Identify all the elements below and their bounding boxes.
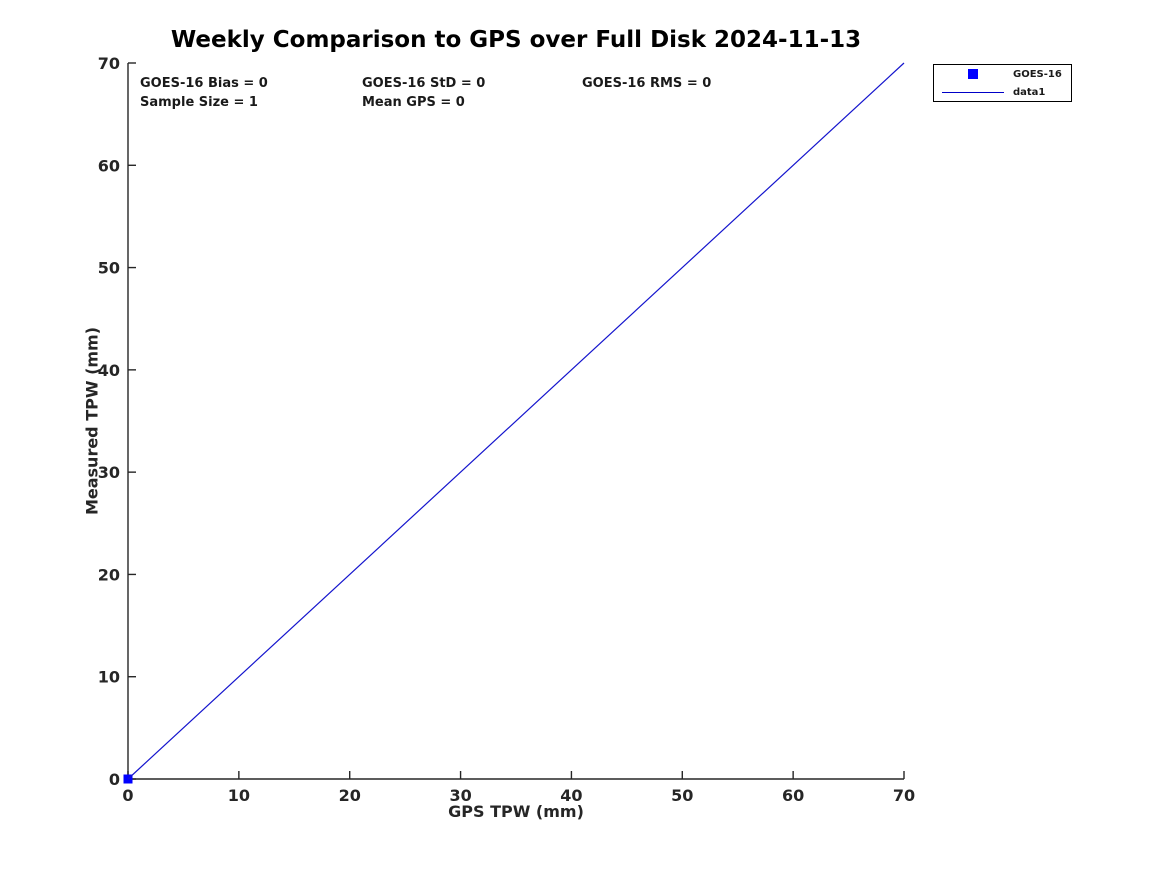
annotation-mean-gps: Mean GPS = 0 [362,95,465,110]
svg-text:40: 40 [560,786,582,805]
svg-text:10: 10 [228,786,250,805]
y-axis-label: Measured TPW (mm) [82,326,102,516]
svg-text:30: 30 [98,463,120,482]
svg-text:20: 20 [339,786,361,805]
svg-text:0: 0 [109,770,120,789]
svg-text:20: 20 [98,565,120,584]
legend-glyph-area [942,91,1004,93]
svg-text:40: 40 [98,361,120,380]
legend-entry-goes16: GOES-16 [934,65,1071,83]
svg-text:10: 10 [98,668,120,687]
chart-title: Weekly Comparison to GPS over Full Disk … [170,27,862,53]
x-axis-label: GPS TPW (mm) [448,802,584,821]
annotation-rms: GOES-16 RMS = 0 [582,76,712,91]
svg-text:0: 0 [122,786,133,805]
annotation-std: GOES-16 StD = 0 [362,76,486,91]
svg-text:70: 70 [893,786,915,805]
annotation-sample-size: Sample Size = 1 [140,95,258,110]
line-sample-icon [942,91,1004,93]
svg-text:50: 50 [671,786,693,805]
legend-entry-data1: data1 [934,83,1071,101]
annotation-bias: GOES-16 Bias = 0 [140,76,268,91]
svg-text:70: 70 [98,54,120,73]
legend-label: data1 [1013,86,1046,98]
legend-glyph-area [942,69,1004,79]
square-marker-icon [968,69,978,79]
svg-text:30: 30 [449,786,471,805]
legend-label: GOES-16 [1013,68,1062,80]
legend: GOES-16 data1 [933,64,1072,102]
svg-text:60: 60 [98,156,120,175]
svg-text:50: 50 [98,259,120,278]
svg-text:60: 60 [782,786,804,805]
